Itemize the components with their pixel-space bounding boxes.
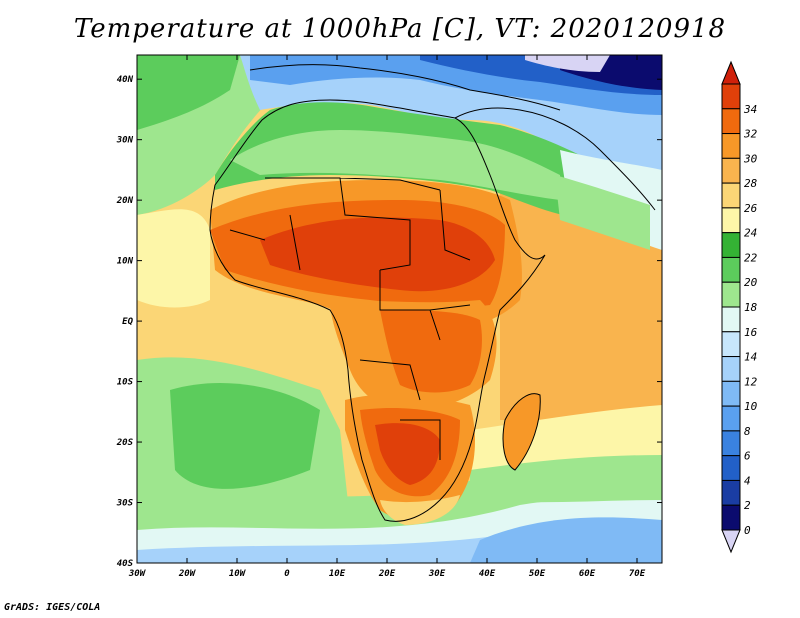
europe-coastline — [249, 64, 561, 111]
colorbar-label: 26 — [744, 202, 758, 215]
lon-label: 50E — [529, 569, 546, 579]
colorbar-swatch — [721, 256, 741, 283]
colorbar-swatch — [721, 281, 741, 308]
colorbar-label: 34 — [743, 103, 757, 116]
field-tropical-atlantic — [137, 209, 210, 308]
colorbar-swatch — [721, 133, 741, 159]
colorbar-swatch — [721, 306, 741, 333]
colorbar-label: 14 — [744, 351, 757, 364]
colorbar-swatch — [721, 108, 741, 135]
field-kalahari-hottest — [375, 423, 440, 485]
colorbar-swatch — [721, 479, 741, 506]
colorbar-label: 30 — [743, 152, 758, 165]
colorbar-swatch — [721, 455, 741, 481]
map-title: Temperature at 1000hPa [C], VT: 20201209… — [73, 14, 727, 44]
mideast-coastline — [454, 107, 656, 211]
lat-label: 10S — [117, 378, 134, 388]
field-arabia-warm — [555, 175, 650, 250]
lon-label: 30W — [128, 569, 147, 579]
colorbar-swatch — [721, 405, 741, 432]
colorbar-label: 2 — [744, 499, 751, 512]
colorbar-label: 10 — [744, 400, 758, 413]
lon-label: 70E — [629, 569, 646, 579]
lon-label: 20E — [378, 569, 396, 579]
temperature-field — [137, 55, 662, 563]
lat-label: 10N — [117, 257, 134, 267]
field-north-atlantic-cool — [137, 55, 240, 130]
colorbar-swatch — [721, 504, 741, 531]
lat-label: 20N — [116, 196, 134, 206]
field-sahara-north — [230, 130, 560, 200]
lon-label: 10W — [229, 569, 247, 579]
colorbar-label: 0 — [744, 524, 751, 537]
credit-text: GrADS: IGES/COLA — [4, 602, 101, 613]
field-south-atlantic-cool — [170, 382, 320, 489]
lon-label: 60E — [579, 569, 596, 579]
lon-axis: 30W 20W 10W 0 10E 20E 30E 40E 50E 60E 70E — [128, 55, 646, 579]
colorbar-swatch — [721, 232, 741, 258]
field-east-africa-hot — [380, 310, 482, 393]
lon-label: 40E — [479, 569, 496, 579]
lat-label: 30N — [116, 136, 134, 146]
colorbar-swatch — [721, 182, 741, 209]
field-cape-mild — [380, 495, 460, 525]
madagascar-coastline — [502, 393, 541, 471]
colorbar-label: 4 — [744, 474, 751, 487]
colorbar-label: 22 — [744, 251, 758, 264]
colorbar-swatch — [721, 331, 741, 358]
colorbar-label: 18 — [744, 301, 758, 314]
colorbar-low-arrow — [721, 529, 741, 554]
field-below-zero — [525, 55, 610, 72]
field-madagascar — [503, 393, 541, 470]
country-borders — [229, 177, 471, 460]
coastlines — [209, 64, 656, 522]
field-southern-ocean-coldest — [470, 517, 662, 563]
lon-label: 10E — [329, 569, 346, 579]
lat-label: 20S — [116, 438, 134, 448]
lat-label: 40N — [117, 75, 134, 85]
lat-axis: 40N 30N 20N 10N EQ 10S 20S 30S 40S — [116, 75, 662, 569]
colorbar-swatch — [721, 83, 741, 110]
colorbar-swatch — [721, 356, 741, 382]
colorbar-label: 6 — [744, 450, 751, 463]
lon-label: 0 — [284, 569, 290, 579]
lat-label: 40S — [117, 559, 134, 569]
lat-label: 30S — [116, 499, 134, 509]
lon-label: 20W — [178, 569, 197, 579]
colorbar-swatch — [721, 157, 741, 184]
colorbar-high-arrow — [721, 60, 741, 85]
colorbar-swatch — [721, 207, 741, 234]
lon-label: 30E — [428, 569, 446, 579]
colorbar-swatch — [721, 380, 741, 407]
africa-coastline — [209, 99, 546, 522]
colorbar-swatch — [721, 430, 741, 457]
colorbar-label: 32 — [743, 128, 758, 141]
colorbar-label: 20 — [744, 276, 758, 289]
field-sahel-hottest — [260, 217, 495, 292]
colorbar-label: 12 — [744, 375, 758, 388]
colorbar-label: 8 — [744, 425, 751, 438]
colorbar-label: 24 — [744, 227, 757, 240]
plot-frame — [136, 54, 663, 564]
colorbar-label: 16 — [744, 326, 758, 339]
colorbar-label: 28 — [744, 177, 758, 190]
lat-label: EQ — [122, 317, 133, 327]
